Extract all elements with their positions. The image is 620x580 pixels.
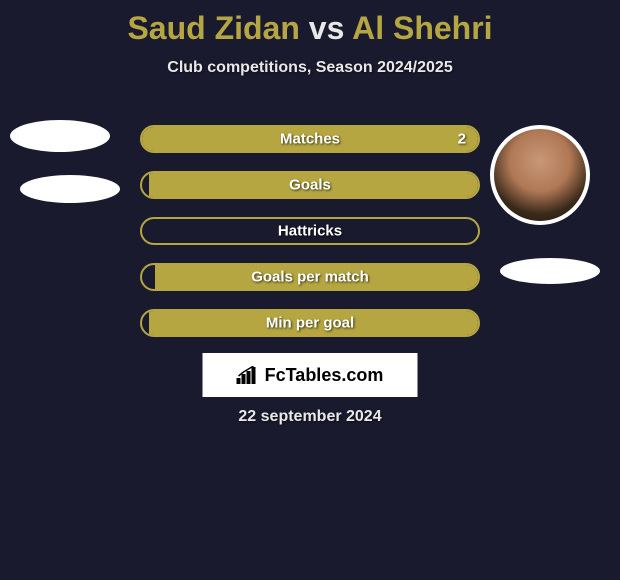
stat-bar-hattricks: Hattricks bbox=[140, 217, 480, 245]
brand-text: FcTables.com bbox=[265, 365, 384, 386]
player2-avatar-sub bbox=[500, 258, 600, 284]
stat-bar-min-per-goal: Min per goal bbox=[140, 309, 480, 337]
player2-avatar bbox=[490, 125, 590, 225]
stat-label: Goals bbox=[289, 177, 331, 194]
stat-label: Goals per match bbox=[251, 269, 369, 286]
stat-bar-goals: Goals bbox=[140, 171, 480, 199]
stat-bar-matches: Matches 2 bbox=[140, 125, 480, 153]
page-title: Saud Zidan vs Al Shehri bbox=[0, 0, 620, 47]
date-label: 22 september 2024 bbox=[238, 408, 381, 426]
stat-label: Hattricks bbox=[278, 223, 342, 240]
stat-label: Min per goal bbox=[266, 315, 354, 332]
vs-text: vs bbox=[309, 10, 345, 46]
player1-name: Saud Zidan bbox=[127, 10, 299, 46]
brand-chart-icon bbox=[237, 366, 259, 384]
player1-avatar-placeholder bbox=[10, 120, 110, 152]
player2-name: Al Shehri bbox=[352, 10, 492, 46]
stat-bar-goals-per-match: Goals per match bbox=[140, 263, 480, 291]
stat-label: Matches bbox=[280, 131, 340, 148]
subtitle: Club competitions, Season 2024/2025 bbox=[0, 59, 620, 77]
stats-container: Matches 2 Goals Hattricks Goals per matc… bbox=[140, 125, 480, 355]
brand-box[interactable]: FcTables.com bbox=[203, 353, 418, 397]
player1-avatar-sub bbox=[20, 175, 120, 203]
stat-value-right: 2 bbox=[458, 131, 466, 148]
